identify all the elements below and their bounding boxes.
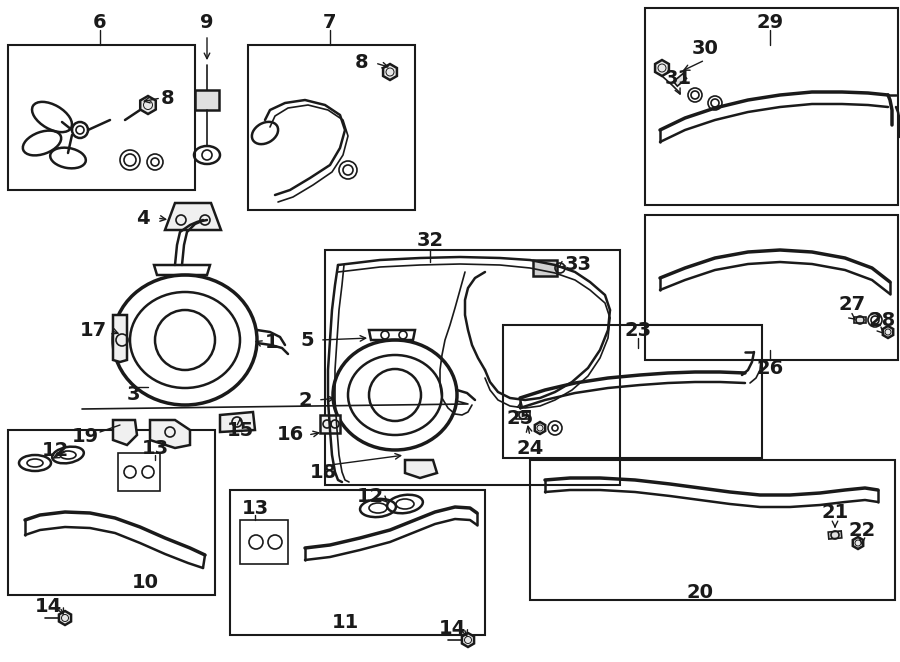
Text: 23: 23: [625, 320, 652, 340]
Text: 8: 8: [161, 89, 175, 107]
Text: 30: 30: [691, 38, 718, 58]
Polygon shape: [655, 60, 669, 76]
Text: 15: 15: [227, 420, 254, 440]
Text: 3: 3: [126, 385, 140, 404]
Bar: [248, 45, 415, 210]
Text: 7: 7: [323, 13, 337, 32]
Text: 12: 12: [356, 487, 383, 506]
Text: 19: 19: [71, 428, 99, 446]
Text: 21: 21: [822, 504, 849, 522]
Text: 17: 17: [79, 320, 106, 340]
Text: 2: 2: [298, 391, 311, 410]
Text: 13: 13: [141, 438, 168, 457]
Text: 22: 22: [849, 520, 876, 540]
Text: 13: 13: [241, 498, 268, 518]
Polygon shape: [516, 412, 530, 418]
Polygon shape: [854, 317, 866, 323]
Text: 4: 4: [136, 209, 149, 228]
Text: 1: 1: [266, 334, 279, 352]
Polygon shape: [828, 531, 842, 539]
Text: 14: 14: [438, 618, 465, 638]
Text: 8: 8: [356, 54, 369, 73]
Text: 29: 29: [756, 13, 784, 32]
Text: 20: 20: [687, 583, 714, 602]
Polygon shape: [113, 420, 137, 445]
Text: 31: 31: [664, 68, 691, 87]
Polygon shape: [58, 611, 71, 625]
Polygon shape: [535, 422, 545, 434]
Bar: [503, 325, 762, 458]
Polygon shape: [150, 420, 190, 448]
Polygon shape: [140, 96, 156, 114]
Polygon shape: [165, 203, 221, 230]
Text: 24: 24: [517, 438, 544, 457]
Bar: [533, 260, 557, 276]
Bar: [240, 520, 288, 564]
Polygon shape: [853, 537, 863, 549]
Text: 26: 26: [756, 359, 784, 377]
Polygon shape: [462, 633, 474, 647]
Polygon shape: [383, 64, 397, 80]
Bar: [8, 430, 215, 595]
Bar: [195, 90, 219, 110]
Text: 11: 11: [331, 612, 358, 632]
Text: 5: 5: [301, 330, 314, 350]
Polygon shape: [320, 415, 340, 433]
Text: 18: 18: [310, 463, 337, 481]
Text: 32: 32: [417, 230, 444, 250]
Text: 33: 33: [564, 256, 591, 275]
Text: 14: 14: [34, 598, 61, 616]
Polygon shape: [220, 412, 255, 432]
Text: 12: 12: [41, 440, 68, 459]
Polygon shape: [883, 326, 893, 338]
Bar: [230, 490, 485, 635]
Text: 6: 6: [94, 13, 107, 32]
Text: 27: 27: [839, 295, 866, 314]
Bar: [645, 215, 898, 360]
Bar: [325, 250, 620, 485]
Bar: [118, 453, 160, 491]
Text: 28: 28: [868, 310, 896, 330]
Text: 10: 10: [131, 573, 158, 592]
Text: 16: 16: [276, 426, 303, 444]
Bar: [645, 8, 898, 205]
Bar: [8, 45, 195, 190]
Text: 9: 9: [200, 13, 214, 32]
Polygon shape: [113, 315, 127, 362]
Polygon shape: [405, 460, 437, 478]
Text: 25: 25: [507, 408, 534, 428]
Bar: [530, 460, 895, 600]
Polygon shape: [673, 74, 687, 86]
